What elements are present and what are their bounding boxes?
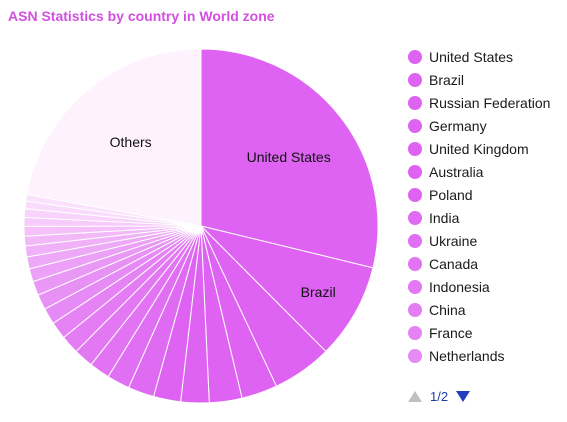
legend-swatch-icon <box>408 118 422 133</box>
slice-label-united-states: United States <box>247 149 331 165</box>
legend-swatch-icon <box>408 210 422 225</box>
legend-label: United States <box>429 48 514 65</box>
legend-item-russian-federation[interactable]: Russian Federation <box>408 91 550 114</box>
legend-label: Indonesia <box>429 278 490 295</box>
legend-label: Australia <box>429 163 484 180</box>
legend-label: Ukraine <box>429 232 478 249</box>
legend-item-poland[interactable]: Poland <box>408 183 550 206</box>
legend-label: Canada <box>429 255 479 272</box>
legend-item-india[interactable]: India <box>408 206 550 229</box>
legend-item-ukraine[interactable]: Ukraine <box>408 229 550 252</box>
legend-label: India <box>429 209 460 226</box>
legend-swatch-icon <box>408 348 422 363</box>
legend-label: Germany <box>429 117 487 134</box>
legend-label: China <box>429 301 466 318</box>
legend-swatch-icon <box>408 49 422 64</box>
legend-item-australia[interactable]: Australia <box>408 160 550 183</box>
slice-label-others: Others <box>110 134 152 150</box>
legend-swatch-icon <box>408 302 422 317</box>
pie-slice-others[interactable] <box>26 48 202 227</box>
legend-swatch-icon <box>408 164 422 179</box>
chart-title: ASN Statistics by country in World zone <box>8 8 275 24</box>
legend-swatch-icon <box>408 187 422 202</box>
legend-pager: 1/2 <box>408 389 471 404</box>
slice-label-brazil: Brazil <box>301 284 336 300</box>
legend-label: Netherlands <box>429 347 505 364</box>
legend-item-united-kingdom[interactable]: United Kingdom <box>408 137 550 160</box>
legend-label: Brazil <box>429 71 465 88</box>
legend-swatch-icon <box>408 72 422 87</box>
legend-swatch-icon <box>408 95 422 110</box>
legend: United States Brazil Russian Federation Ger… <box>408 45 550 367</box>
legend-item-canada[interactable]: Canada <box>408 252 550 275</box>
legend-item-france[interactable]: France <box>408 321 550 344</box>
page-indicator: 1/2 <box>430 389 449 404</box>
legend-label: Poland <box>429 186 473 203</box>
pie-slice-brazil[interactable] <box>199 225 374 353</box>
legend-label: United Kingdom <box>429 140 529 157</box>
legend-swatch-icon <box>408 141 422 156</box>
legend-label: France <box>429 324 473 341</box>
legend-item-brazil[interactable]: Brazil <box>408 68 550 91</box>
legend-item-netherlands[interactable]: Netherlands <box>408 344 550 367</box>
legend-swatch-icon <box>408 256 422 271</box>
pie-slice-united-states[interactable] <box>200 48 379 269</box>
page-down-icon[interactable] <box>456 391 471 402</box>
legend-item-united-states[interactable]: United States <box>408 45 550 68</box>
page-up-icon <box>408 391 422 402</box>
legend-label: Russian Federation <box>429 94 551 111</box>
legend-item-indonesia[interactable]: Indonesia <box>408 275 550 298</box>
legend-item-china[interactable]: China <box>408 298 550 321</box>
legend-swatch-icon <box>408 325 422 340</box>
legend-swatch-icon <box>408 233 422 248</box>
legend-swatch-icon <box>408 279 422 294</box>
legend-item-germany[interactable]: Germany <box>408 114 550 137</box>
